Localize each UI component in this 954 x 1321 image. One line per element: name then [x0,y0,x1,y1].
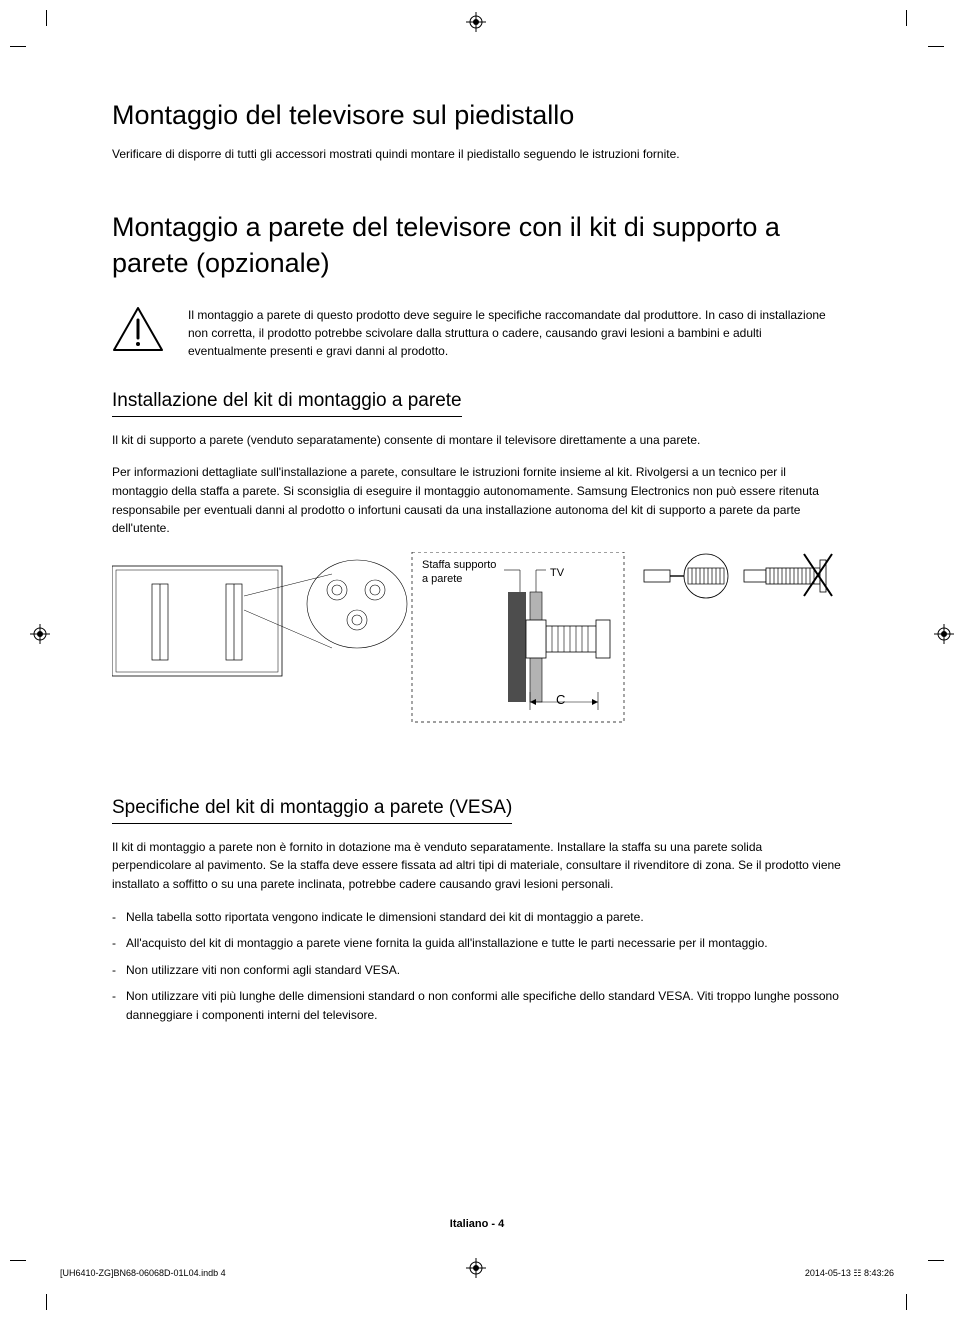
crop-mark [10,46,26,47]
registration-mark-icon [466,12,486,32]
bullet-item: Non utilizzare viti più lunghe delle dim… [126,987,842,1024]
warning-icon [112,306,164,360]
crop-mark [906,10,907,26]
diagram-label-c: C [556,692,565,707]
print-footer-right: 2014-05-13 ☷ 8:43:26 [805,1268,894,1279]
page-content: Montaggio del televisore sul piedistallo… [112,100,842,1033]
crop-mark [10,1260,26,1261]
print-footer-left: [UH6410-ZG]BN68-06068D-01L04.indb 4 [60,1268,226,1279]
subheading-vesa: Specifiche del kit di montaggio a parete… [112,797,512,824]
bullet-item: Nella tabella sotto riportata vengono in… [126,908,842,927]
registration-mark-icon [934,624,954,644]
install-p2: Per informazioni dettagliate sull'instal… [112,463,842,537]
print-footer: [UH6410-ZG]BN68-06068D-01L04.indb 4 2014… [60,1268,894,1279]
heading-wallmount: Montaggio a parete del televisore con il… [112,209,842,282]
diagram-label-bracket-2: a parete [422,573,462,585]
crop-mark [46,1294,47,1310]
vesa-bullets: Nella tabella sotto riportata vengono in… [112,908,842,1025]
diagram-label-bracket: Staffa supporto [422,559,496,571]
registration-mark-icon [30,624,50,644]
diagram-label-tv: TV [550,567,565,579]
crop-mark [928,1260,944,1261]
subheading-installation: Installazione del kit di montaggio a par… [112,390,462,417]
install-p1: Il kit di supporto a parete (venduto sep… [112,431,842,450]
warning-block: Il montaggio a parete di questo prodotto… [112,306,842,360]
page-number: Italiano - 4 [0,1218,954,1230]
diagram-row: Staffa supporto a parete TV C [112,552,842,737]
bullet-item: All'acquisto del kit di montaggio a pare… [126,934,842,953]
crop-mark [46,10,47,26]
crop-mark [906,1294,907,1310]
crop-mark [928,46,944,47]
intro-text: Verificare di disporre di tutti gli acce… [112,145,842,163]
warning-text: Il montaggio a parete di questo prodotto… [188,306,842,360]
heading-pedestal: Montaggio del televisore sul piedistallo [112,100,842,131]
bullet-item: Non utilizzare viti non conformi agli st… [126,961,842,980]
vesa-p1: Il kit di montaggio a parete non è forni… [112,838,842,894]
